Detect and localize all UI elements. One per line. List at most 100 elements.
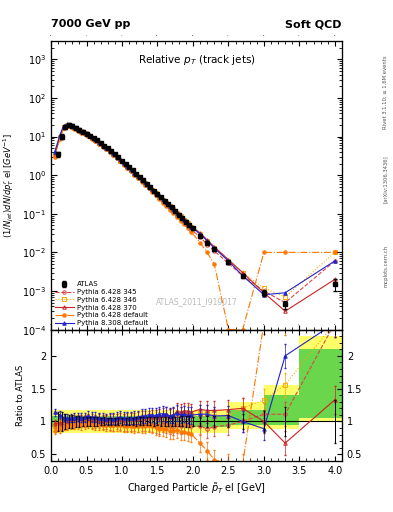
Pythia 8.308 default [240, 272, 245, 279]
Pythia 6.428 345 [52, 153, 57, 159]
Pythia 6.428 346 [174, 210, 179, 216]
Pythia 6.428 default [79, 130, 84, 136]
Pythia 6.428 346 [111, 151, 116, 157]
Pythia 6.428 370 [61, 124, 66, 130]
Pythia 6.428 346 [139, 177, 144, 183]
Line: Pythia 8.308 default: Pythia 8.308 default [53, 122, 336, 296]
Pythia 8.308 default [97, 139, 101, 145]
Pythia 6.428 345 [205, 242, 209, 248]
Pythia 6.428 346 [160, 197, 165, 203]
Pythia 6.428 346 [90, 135, 94, 141]
Pythia 6.428 default [118, 158, 123, 164]
Pythia 6.428 345 [111, 152, 116, 158]
Pythia 6.428 345 [107, 149, 112, 155]
Pythia 8.308 default [189, 224, 193, 230]
Pythia 6.428 default [261, 249, 266, 255]
Pythia 6.428 370 [100, 142, 105, 148]
Pythia 6.428 345 [75, 127, 80, 133]
Pythia 6.428 default [182, 221, 186, 227]
Pythia 6.428 370 [139, 177, 144, 183]
Pythia 6.428 345 [212, 248, 217, 254]
Pythia 6.428 370 [136, 173, 140, 179]
Pythia 6.428 default [90, 136, 94, 142]
Pythia 8.308 default [139, 176, 144, 182]
Pythia 6.428 346 [150, 187, 154, 193]
Pythia 6.428 345 [132, 172, 137, 178]
Pythia 8.308 default [164, 199, 169, 205]
Pythia 6.428 345 [283, 300, 288, 306]
Pythia 6.428 345 [174, 212, 179, 219]
Legend: ATLAS, Pythia 6.428 345, Pythia 6.428 346, Pythia 6.428 370, Pythia 6.428 defaul: ATLAS, Pythia 6.428 345, Pythia 6.428 34… [53, 280, 149, 328]
Pythia 8.308 default [118, 157, 123, 163]
Pythia 6.428 370 [182, 216, 186, 222]
Pythia 8.308 default [79, 127, 84, 134]
Pythia 6.428 345 [182, 219, 186, 225]
Pythia 6.428 370 [79, 128, 84, 134]
Pythia 8.308 default [72, 124, 77, 130]
Pythia 6.428 370 [86, 132, 91, 138]
Pythia 6.428 345 [136, 175, 140, 181]
Pythia 6.428 370 [114, 154, 119, 160]
Pythia 6.428 346 [79, 129, 84, 135]
Pythia 6.428 default [114, 155, 119, 161]
Pythia 6.428 default [198, 240, 202, 246]
Pythia 6.428 370 [185, 220, 190, 226]
Pythia 6.428 default [125, 165, 130, 171]
Pythia 6.428 346 [157, 194, 162, 200]
Pythia 6.428 345 [139, 178, 144, 184]
Pythia 6.428 370 [104, 145, 108, 151]
Pythia 6.428 345 [146, 185, 151, 191]
Pythia 6.428 370 [52, 152, 57, 158]
Pythia 6.428 default [146, 185, 151, 191]
Pythia 8.308 default [93, 136, 98, 142]
Pythia 6.428 346 [189, 224, 193, 230]
Pythia 6.428 370 [171, 206, 176, 212]
Pythia 6.428 345 [332, 258, 337, 264]
Pythia 6.428 345 [79, 129, 84, 135]
Pythia 8.308 default [83, 130, 87, 136]
Pythia 8.308 default [171, 206, 176, 212]
Pythia 6.428 default [226, 327, 231, 333]
Pythia 6.428 346 [93, 137, 98, 143]
Pythia 6.428 345 [160, 198, 165, 204]
Pythia 8.308 default [75, 125, 80, 132]
Y-axis label: $(1/N_{jet})dN/dp^r_T$ el $[GeV^{-1}]$: $(1/N_{jet})dN/dp^r_T$ el $[GeV^{-1}]$ [2, 133, 17, 238]
Pythia 8.308 default [261, 292, 266, 298]
Pythia 6.428 370 [58, 134, 62, 140]
Pythia 6.428 345 [143, 182, 147, 188]
Pythia 6.428 345 [100, 143, 105, 150]
Pythia 6.428 370 [174, 209, 179, 215]
Pythia 6.428 345 [125, 165, 130, 171]
Pythia 6.428 370 [72, 124, 77, 130]
Pythia 8.308 default [114, 154, 119, 160]
Pythia 6.428 default [332, 249, 337, 255]
Pythia 6.428 345 [61, 124, 66, 131]
Pythia 6.428 370 [146, 183, 151, 189]
Pythia 6.428 370 [107, 147, 112, 154]
Pythia 8.308 default [100, 142, 105, 148]
Y-axis label: Ratio to ATLAS: Ratio to ATLAS [16, 365, 25, 426]
Pythia 6.428 default [174, 214, 179, 220]
Pythia 6.428 default [100, 143, 105, 150]
Pythia 8.308 default [65, 121, 70, 127]
Pythia 6.428 370 [205, 237, 209, 243]
Line: Pythia 6.428 345: Pythia 6.428 345 [53, 124, 336, 304]
Pythia 6.428 345 [114, 155, 119, 161]
Pythia 8.308 default [132, 169, 137, 176]
Pythia 6.428 346 [68, 123, 73, 129]
Pythia 6.428 default [164, 203, 169, 209]
Text: 7000 GeV pp: 7000 GeV pp [51, 19, 130, 29]
Pythia 6.428 370 [198, 230, 202, 236]
Pythia 6.428 346 [178, 213, 183, 219]
Pythia 6.428 default [132, 172, 137, 178]
Pythia 8.308 default [205, 238, 209, 244]
Line: Pythia 6.428 346: Pythia 6.428 346 [53, 124, 336, 298]
Pythia 8.308 default [198, 231, 202, 237]
Pythia 6.428 default [205, 249, 209, 255]
Pythia 6.428 346 [205, 238, 209, 244]
Pythia 6.428 345 [153, 192, 158, 198]
Pythia 6.428 346 [132, 170, 137, 177]
Pythia 8.308 default [332, 258, 337, 264]
Pythia 8.308 default [104, 144, 108, 151]
Pythia 6.428 default [86, 133, 91, 139]
